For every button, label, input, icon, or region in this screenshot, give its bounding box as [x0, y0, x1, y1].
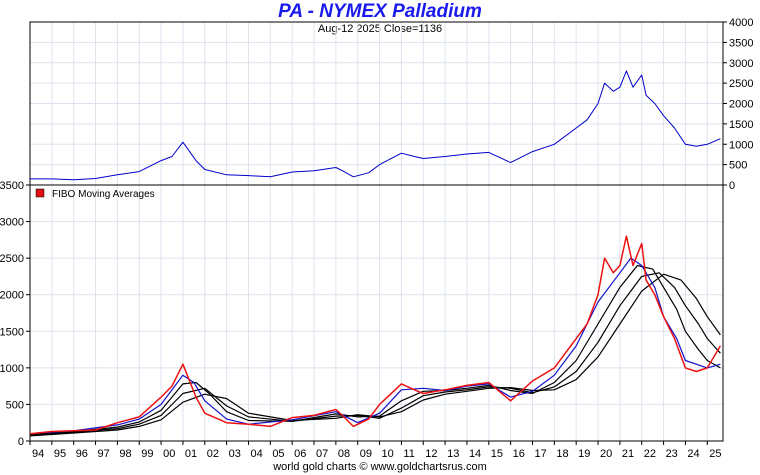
- bottom-ytick-label: 2000: [0, 290, 24, 302]
- chart-title: PA - NYMEX Palladium: [278, 1, 482, 22]
- moving-average-blue: [29, 257, 721, 435]
- xtick-label: 94: [32, 448, 44, 460]
- price-line-red: [29, 235, 722, 435]
- xtick-label: 24: [687, 448, 699, 460]
- legend-label: FIBO Moving Averages: [52, 189, 155, 200]
- xtick-label: 23: [666, 448, 678, 460]
- bottom-ytick-label: 3500: [0, 180, 24, 192]
- bottom-ytick-label: 1500: [0, 326, 24, 338]
- xtick-label: 21: [622, 448, 634, 460]
- legend: FIBO Moving Averages: [35, 188, 155, 200]
- xtick-label: 99: [141, 448, 153, 460]
- xtick-label: 96: [76, 448, 88, 460]
- xtick-label: 04: [250, 448, 262, 460]
- moving-average-black: [29, 272, 721, 436]
- xtick-label: 10: [382, 448, 394, 460]
- top-ytick-label: 3000: [729, 58, 753, 70]
- xtick-label: 03: [229, 448, 241, 460]
- xtick-label: 19: [578, 448, 590, 460]
- xtick-label: 15: [491, 448, 503, 460]
- top-ytick-label: 500: [729, 160, 747, 172]
- bottom-ma-series: [29, 235, 722, 437]
- xtick-label: 05: [272, 448, 284, 460]
- top-ytick-label: 1500: [729, 119, 753, 131]
- xtick-label: 18: [556, 448, 568, 460]
- bottom-y-axis: 0 500 1000 1500 2000 2500 3000 3500: [0, 180, 30, 448]
- xtick-label: 16: [513, 448, 525, 460]
- price-line: [30, 70, 721, 181]
- bottom-ytick-label: 500: [6, 399, 24, 411]
- top-ytick-label: 3500: [729, 37, 753, 49]
- top-ytick-label: 2500: [729, 78, 753, 90]
- xtick-label: 14: [469, 448, 481, 460]
- xtick-label: 08: [338, 448, 350, 460]
- xtick-label: 02: [207, 448, 219, 460]
- top-ytick-label: 4000: [729, 17, 753, 29]
- xtick-label: 22: [644, 448, 656, 460]
- top-y-axis: 0 500 1000 1500 2000 2500 3000 3500 4000: [723, 17, 753, 192]
- xtick-label: 09: [360, 448, 372, 460]
- xtick-label: 97: [98, 448, 110, 460]
- bottom-panel-frame: [29, 184, 724, 442]
- bottom-ytick-label: 0: [18, 436, 24, 448]
- legend-swatch: [35, 188, 45, 198]
- xtick-label: 06: [294, 448, 306, 460]
- xtick-label: 13: [447, 448, 459, 460]
- top-panel-grid: [29, 21, 723, 186]
- xtick-label: 17: [534, 448, 546, 460]
- footer-credit: world gold charts © www.goldchartsrus.co…: [273, 461, 487, 473]
- xtick-label: 01: [185, 448, 197, 460]
- moving-average-black: [29, 273, 721, 437]
- xtick-label: 25: [709, 448, 721, 460]
- top-ytick-label: 2000: [729, 99, 753, 111]
- bottom-ytick-label: 3000: [0, 217, 24, 229]
- bottom-panel-grid: [29, 184, 723, 442]
- x-axis: 94 95 96 97 98 99 00 01 02 03 04 05 06 07 08 09 10 11 12 13…: [29, 441, 722, 460]
- bottom-ytick-label: 2500: [0, 253, 24, 265]
- xtick-label: 98: [119, 448, 131, 460]
- xtick-label: 12: [425, 448, 437, 460]
- bottom-ytick-label: 1000: [0, 363, 24, 375]
- top-ytick-label: 0: [729, 180, 735, 192]
- xtick-label: 00: [163, 448, 175, 460]
- xtick-label: 11: [403, 448, 414, 460]
- xtick-label: 95: [54, 448, 66, 460]
- top-price-series: [30, 70, 721, 181]
- xtick-label: 20: [600, 448, 612, 460]
- xtick-label: 07: [316, 448, 328, 460]
- top-ytick-label: 1000: [729, 139, 753, 151]
